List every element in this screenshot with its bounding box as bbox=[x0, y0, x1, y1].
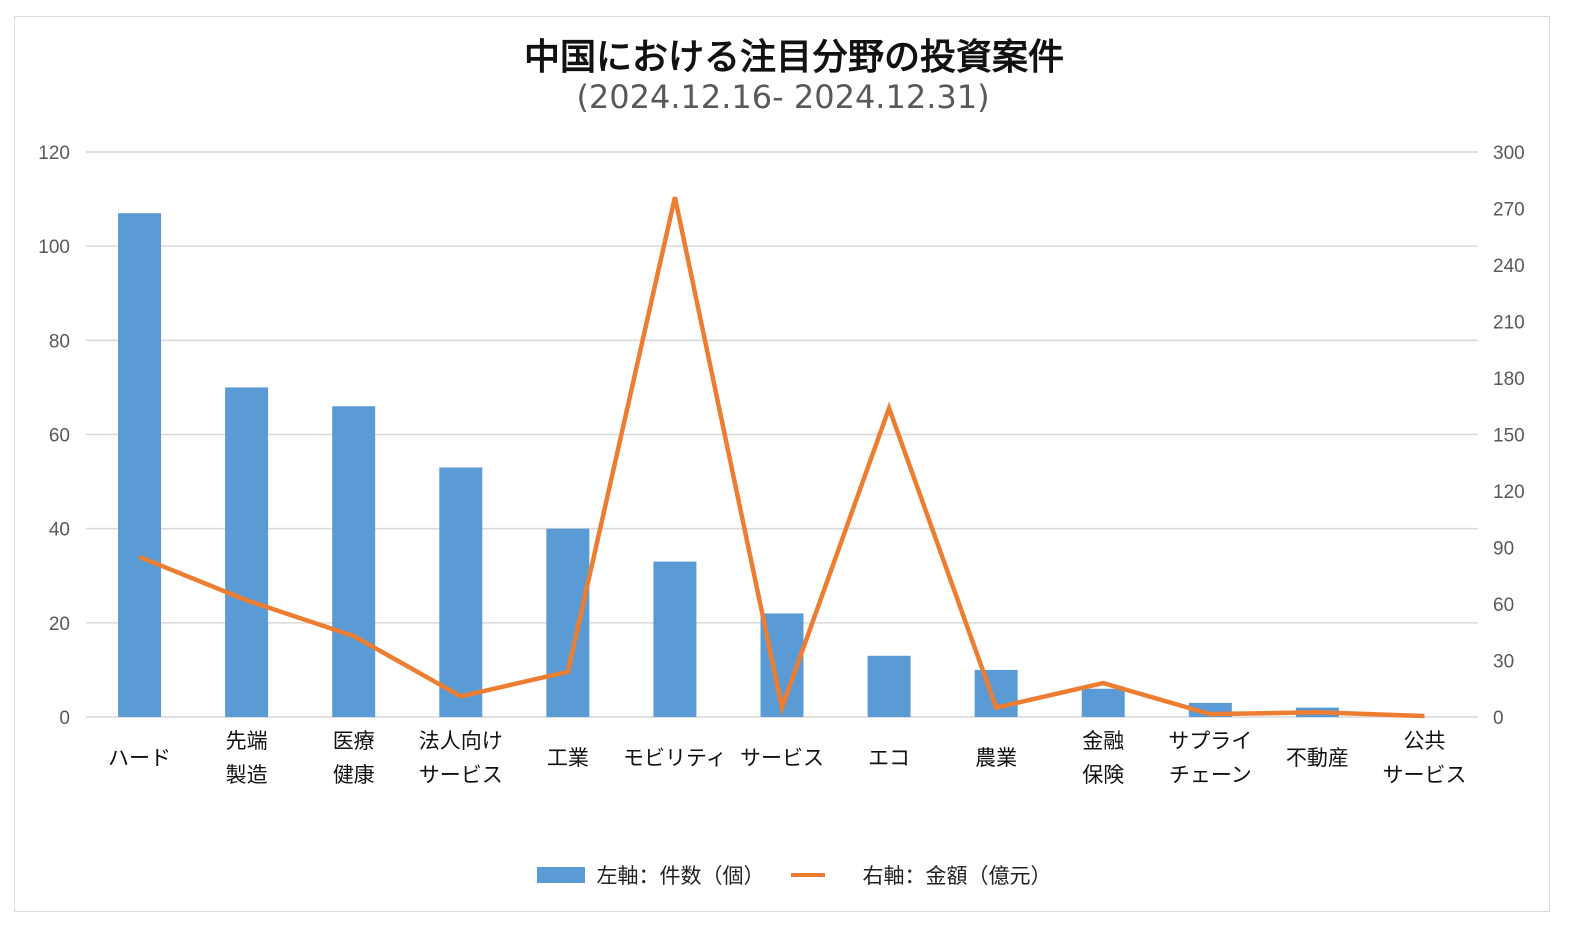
left-tick-label: 60 bbox=[49, 426, 70, 447]
bar bbox=[546, 528, 590, 717]
category-label: 法人向けサービス bbox=[419, 729, 503, 787]
category-label-line: チェーン bbox=[1169, 763, 1252, 787]
category-label-line: サービス bbox=[419, 763, 503, 787]
category-label-line: 保険 bbox=[1082, 763, 1124, 787]
category-label-line: 医療 bbox=[333, 729, 375, 753]
right-tick-label: 150 bbox=[1493, 426, 1525, 447]
category-label-line: 工業 bbox=[547, 746, 589, 770]
left-tick-label: 120 bbox=[38, 143, 70, 164]
category-label-line: 公共 bbox=[1403, 729, 1445, 753]
category-label: 農業 bbox=[975, 746, 1017, 770]
category-label: サービス bbox=[740, 746, 824, 770]
bar bbox=[225, 387, 269, 717]
category-label: 公共サービス bbox=[1382, 729, 1466, 787]
chart-frame bbox=[14, 16, 1550, 912]
category-label: ハード bbox=[108, 746, 171, 770]
right-tick-label: 60 bbox=[1493, 595, 1514, 616]
right-tick-label: 240 bbox=[1493, 256, 1525, 277]
category-label-line: サプライ bbox=[1168, 729, 1252, 753]
left-tick-label: 80 bbox=[49, 331, 70, 352]
chart-subtitle: (2024.12.16- 2024.12.31) bbox=[576, 78, 990, 116]
category-label-line: ハード bbox=[108, 746, 171, 770]
category-label: 不動産 bbox=[1286, 746, 1349, 770]
category-label: 工業 bbox=[547, 746, 589, 770]
left-tick-label: 0 bbox=[59, 708, 70, 729]
bar bbox=[653, 561, 697, 717]
legend-line-label: 右軸：金額（億元） bbox=[862, 864, 1052, 888]
category-label-line: 先端 bbox=[226, 729, 268, 753]
left-tick-label: 100 bbox=[38, 237, 70, 258]
category-label-line: サービス bbox=[1382, 763, 1466, 787]
category-label-line: サービス bbox=[740, 746, 824, 770]
legend-bar-swatch bbox=[536, 867, 585, 883]
bar bbox=[118, 213, 162, 718]
legend: 左軸：件数（個） 右軸：金額（億元） bbox=[0, 860, 1588, 890]
category-label-line: 法人向け bbox=[419, 729, 503, 753]
category-label: 先端製造 bbox=[226, 729, 268, 787]
category-label-line: モビリティ bbox=[623, 746, 727, 770]
bar bbox=[439, 467, 483, 717]
category-label-line: 農業 bbox=[975, 746, 1017, 770]
bar bbox=[332, 406, 376, 717]
category-label: モビリティ bbox=[623, 746, 727, 770]
category-label-line: 金融 bbox=[1082, 729, 1124, 753]
legend-line-swatch bbox=[790, 873, 825, 877]
right-tick-label: 120 bbox=[1493, 482, 1525, 503]
category-label: エコ bbox=[868, 746, 910, 770]
right-tick-label: 180 bbox=[1493, 369, 1525, 390]
left-tick-label: 40 bbox=[49, 520, 70, 541]
category-label: 金融保険 bbox=[1082, 729, 1124, 787]
category-label-line: エコ bbox=[868, 746, 910, 770]
right-tick-label: 90 bbox=[1493, 539, 1514, 560]
right-tick-label: 30 bbox=[1493, 652, 1514, 673]
right-tick-label: 0 bbox=[1493, 708, 1504, 729]
bar bbox=[974, 669, 1018, 717]
bar bbox=[1081, 688, 1125, 717]
category-label-line: 製造 bbox=[226, 763, 268, 787]
right-tick-label: 270 bbox=[1493, 200, 1525, 221]
chart-title: 中国における注目分野の投資案件 bbox=[523, 37, 1064, 78]
category-label-line: 不動産 bbox=[1286, 746, 1349, 770]
left-tick-label: 20 bbox=[49, 614, 70, 635]
category-label: サプライチェーン bbox=[1168, 729, 1252, 787]
category-label: 医療健康 bbox=[333, 729, 375, 787]
right-tick-label: 210 bbox=[1493, 313, 1525, 334]
right-tick-label: 300 bbox=[1493, 143, 1525, 164]
legend-bar-label: 左軸：件数（個） bbox=[596, 864, 765, 888]
bar bbox=[867, 655, 911, 717]
category-label-line: 健康 bbox=[333, 763, 375, 787]
